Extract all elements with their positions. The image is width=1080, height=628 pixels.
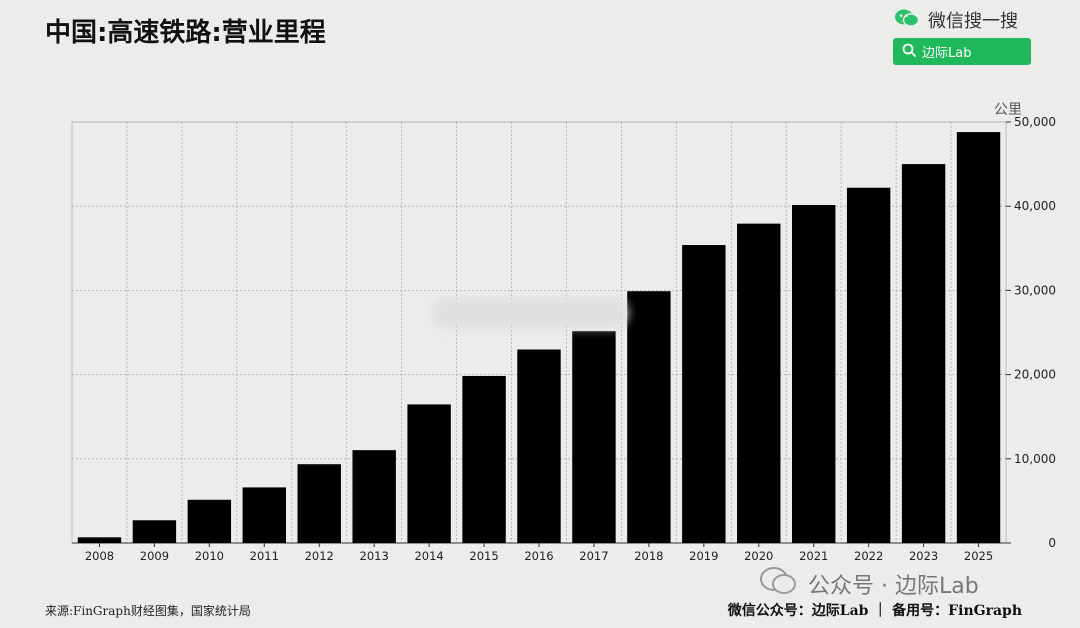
bar-2015 [462, 375, 506, 543]
x-tick-label: 2018 [634, 549, 663, 563]
bar-2021 [792, 205, 836, 544]
y-tick-label: 30,000 [1014, 283, 1056, 297]
bar-2013 [352, 450, 396, 543]
footer-account-info: 微信公众号：边际Lab ｜ 备用号：FinGraph [727, 603, 1022, 619]
wechat-search-header: 微信搜一搜 [894, 6, 1018, 34]
x-axis-labels: 2008 2009 2010 2011 2012 2013 2014 2015 2016 2017… [85, 543, 993, 563]
bar-2014 [407, 404, 451, 543]
y-axis-labels: 0 10,000 20,000 30,000 40,000 50,000 [1014, 115, 1056, 550]
chart-title: 中国:高速铁路:营业里程 [45, 18, 326, 48]
watermark-text: 公众号 · 边际Lab [808, 574, 979, 599]
redaction-blur [432, 298, 628, 328]
source-note: 来源:FinGraph财经图集，国家统计局 [45, 604, 251, 618]
x-tick-label: 2013 [360, 549, 389, 563]
wechat-icon [894, 8, 920, 32]
x-tick-label: 2020 [744, 549, 773, 563]
y-tick-label: 10,000 [1014, 452, 1056, 466]
y-tick-label: 50,000 [1014, 115, 1056, 129]
bar-2016 [517, 349, 561, 543]
x-tick-label: 2022 [854, 549, 883, 563]
x-tick-label: 2016 [524, 549, 553, 563]
x-tick-label: 2023 [909, 549, 938, 563]
watermark: 公众号 · 边际Lab [760, 566, 979, 602]
bar-2018 [627, 291, 671, 543]
bar-2020 [737, 223, 781, 543]
x-tick-label: 2019 [689, 549, 718, 563]
search-icon [902, 43, 916, 61]
bar-2008 [77, 537, 122, 543]
wechat-watermark-icon [760, 566, 798, 602]
search-button-label: 边际Lab [922, 46, 972, 61]
x-tick-label: 2008 [85, 549, 114, 563]
bar-2017 [572, 331, 616, 543]
x-tick-label: 2011 [250, 549, 279, 563]
wechat-search-label: 微信搜一搜 [928, 11, 1018, 32]
y-tick-label: 40,000 [1014, 199, 1056, 213]
bar-2010 [187, 499, 232, 543]
y-axis-unit-label: 公里 [994, 102, 1022, 118]
search-button[interactable]: 边际Lab [893, 38, 1031, 65]
x-tick-label: 2010 [195, 549, 224, 563]
x-tick-label: 2012 [305, 549, 334, 563]
x-tick-label: 2021 [799, 549, 828, 563]
bar-2012 [297, 464, 341, 543]
bar-2023 [901, 164, 946, 543]
x-tick-label: 2015 [469, 549, 498, 563]
bar-2025 [956, 132, 1001, 543]
x-tick-label: 2014 [414, 549, 443, 563]
bar-2019 [682, 245, 726, 544]
bar-2011 [242, 487, 286, 543]
bar-2009 [132, 520, 177, 543]
chart-bars [77, 132, 1001, 544]
bar-2022 [846, 187, 891, 544]
y-tick-label: 0 [1048, 536, 1056, 550]
x-tick-label: 2025 [964, 549, 993, 563]
y-tick-label: 20,000 [1014, 368, 1056, 382]
x-tick-label: 2017 [579, 549, 608, 563]
x-tick-label: 2009 [140, 549, 169, 563]
